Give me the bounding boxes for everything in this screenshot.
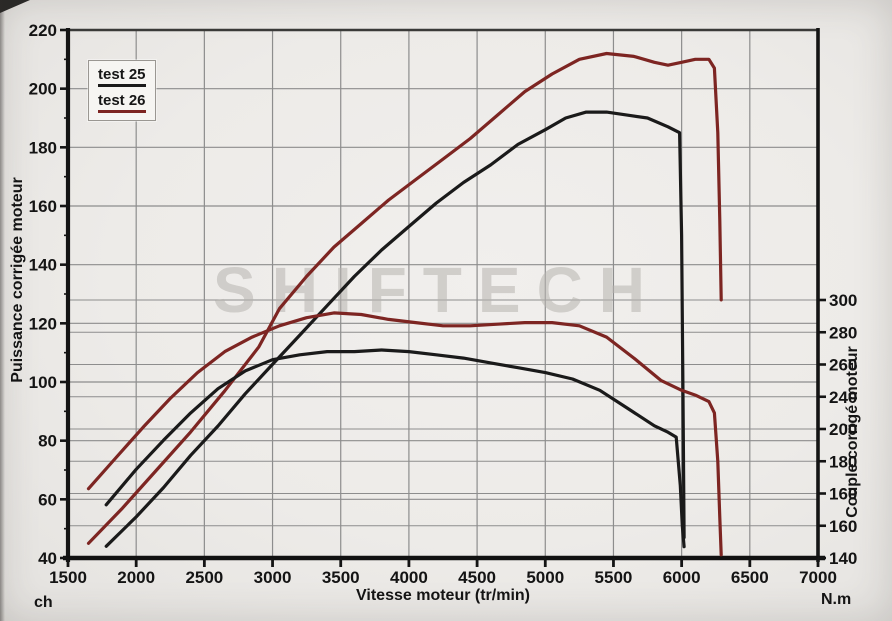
right-axis-unit: N.m: [821, 591, 851, 608]
curve-test-26-couple: [86, 311, 723, 557]
left-axis-tick-label: 160: [29, 197, 57, 216]
photo-corner-shadow: [0, 0, 30, 13]
left-axis-tick-label: 60: [38, 490, 57, 509]
left-axis-tick-label: 180: [29, 138, 57, 157]
x-axis-tick-label: 3000: [254, 568, 292, 587]
right-axis-tick-label: 300: [829, 291, 857, 310]
curve-test-26-puissance: [86, 51, 723, 545]
x-axis-title: Vitesse moteur (tr/min): [356, 587, 530, 604]
left-axis-tick-label: 80: [38, 432, 57, 451]
x-axis-tick-label: 6500: [731, 568, 769, 587]
right-axis-tick-label: 200: [829, 420, 857, 439]
left-axis-tick-label: 140: [29, 256, 57, 275]
x-axis-tick-label: 4000: [390, 568, 428, 587]
right-axis-tick-label: 160: [829, 517, 857, 536]
x-axis-tick-label: 2000: [117, 568, 155, 587]
left-axis-tick-label: 120: [29, 314, 57, 333]
left-axis-title: Puissance corrigée moteur: [9, 177, 26, 382]
x-axis-tick-label: 5500: [595, 568, 633, 587]
legend-label-test-25: test 25: [98, 66, 146, 83]
curve-test-25-puissance: [104, 110, 686, 548]
left-axis-tick-label: 40: [38, 549, 57, 568]
legend-item-test-25: test 25: [98, 66, 146, 87]
left-axis-tick-label: 220: [29, 21, 57, 40]
right-axis-tick-label: 260: [829, 356, 857, 375]
right-axis-tick-label: 180: [829, 452, 857, 471]
right-axis-title: Couple corrigé moteur: [844, 346, 861, 518]
photo-edge-shadow: [0, 0, 5, 621]
legend-label-test-26: test 26: [98, 92, 146, 109]
curve-test-25-couple: [104, 348, 686, 549]
x-axis-tick-label: 1500: [49, 568, 87, 587]
x-axis-tick-label: 5000: [526, 568, 564, 587]
right-axis-tick-label: 160: [829, 485, 857, 504]
curves-layer: [86, 51, 723, 557]
grid-layer: [68, 30, 818, 558]
right-axis-tick-label: 240: [829, 388, 857, 407]
x-axis-tick-label: 2500: [185, 568, 223, 587]
shiftech-watermark: SHIFTECH: [213, 254, 661, 326]
x-axis-tick-label: 6000: [663, 568, 701, 587]
legend: test 25 test 26: [88, 60, 156, 121]
legend-item-test-26: test 26: [98, 92, 146, 113]
right-axis-tick-label: 140: [829, 549, 857, 568]
left-axis-unit: ch: [34, 594, 53, 611]
x-axis-tick-label: 3500: [322, 568, 360, 587]
left-axis-tick-label: 100: [29, 373, 57, 392]
legend-color-bar-test-25: [98, 84, 146, 87]
right-axis-tick-label: 280: [829, 323, 857, 342]
x-axis-tick-label: 7000: [799, 568, 837, 587]
legend-color-bar-test-26: [98, 110, 146, 113]
x-axis-tick-label: 4500: [458, 568, 496, 587]
left-axis-tick-label: 200: [29, 80, 57, 99]
